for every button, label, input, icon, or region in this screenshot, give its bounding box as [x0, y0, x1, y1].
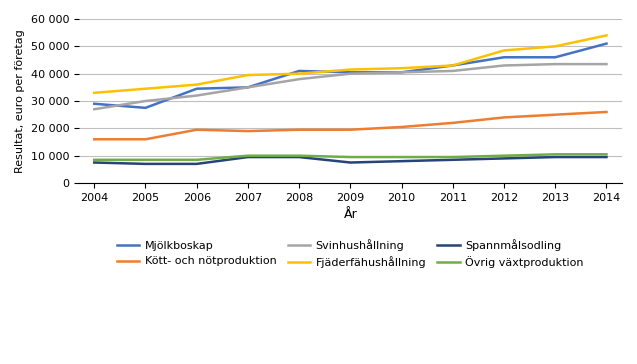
Övrig växtproduktion: [193, 158, 201, 162]
Mjölkboskap: [141, 106, 149, 110]
Mjölkboskap: [397, 70, 405, 75]
Svinhushållning: [141, 99, 149, 103]
Spannmålsodling: [397, 159, 405, 163]
Fjäderfähushållning: [90, 91, 98, 95]
Övrig växtproduktion: [552, 152, 559, 157]
Kött- och nötproduktion: [141, 137, 149, 142]
Spannmålsodling: [552, 155, 559, 159]
Svinhushållning: [500, 63, 508, 68]
Kött- och nötproduktion: [552, 112, 559, 117]
Mjölkboskap: [296, 69, 303, 73]
Svinhushållning: [552, 62, 559, 66]
Legend: Mjölkboskap, Kött- och nötproduktion, Svinhushållning, Fjäderfähushållning, Span: Mjölkboskap, Kött- och nötproduktion, Sv…: [113, 234, 588, 273]
Fjäderfähushållning: [552, 44, 559, 48]
Svinhushållning: [397, 70, 405, 75]
X-axis label: År: År: [343, 208, 357, 221]
Kött- och nötproduktion: [500, 115, 508, 120]
Svinhushållning: [603, 62, 610, 66]
Kött- och nötproduktion: [244, 129, 252, 133]
Line: Övrig växtproduktion: Övrig växtproduktion: [94, 154, 606, 160]
Kött- och nötproduktion: [603, 110, 610, 114]
Spannmålsodling: [90, 160, 98, 165]
Fjäderfähushållning: [449, 63, 457, 68]
Kött- och nötproduktion: [347, 127, 354, 132]
Line: Svinhushållning: Svinhushållning: [94, 64, 606, 109]
Line: Kött- och nötproduktion: Kött- och nötproduktion: [94, 112, 606, 139]
Svinhushållning: [90, 107, 98, 111]
Line: Fjäderfähushållning: Fjäderfähushållning: [94, 35, 606, 93]
Fjäderfähushållning: [141, 87, 149, 91]
Övrig växtproduktion: [397, 155, 405, 159]
Spannmålsodling: [603, 155, 610, 159]
Spannmålsodling: [500, 156, 508, 161]
Svinhushållning: [347, 71, 354, 76]
Övrig växtproduktion: [347, 155, 354, 159]
Mjölkboskap: [449, 63, 457, 68]
Mjölkboskap: [244, 85, 252, 90]
Svinhushållning: [449, 69, 457, 73]
Fjäderfähushållning: [397, 66, 405, 70]
Övrig växtproduktion: [90, 158, 98, 162]
Spannmålsodling: [347, 160, 354, 165]
Övrig växtproduktion: [603, 152, 610, 157]
Kött- och nötproduktion: [193, 127, 201, 132]
Kött- och nötproduktion: [296, 127, 303, 132]
Fjäderfähushållning: [244, 73, 252, 77]
Fjäderfähushållning: [347, 67, 354, 72]
Svinhushållning: [193, 93, 201, 98]
Mjölkboskap: [500, 55, 508, 59]
Spannmålsodling: [449, 158, 457, 162]
Line: Mjölkboskap: Mjölkboskap: [94, 44, 606, 108]
Övrig växtproduktion: [244, 154, 252, 158]
Mjölkboskap: [552, 55, 559, 59]
Spannmålsodling: [193, 162, 201, 166]
Svinhushållning: [296, 77, 303, 81]
Fjäderfähushållning: [193, 82, 201, 87]
Fjäderfähushållning: [500, 48, 508, 53]
Kött- och nötproduktion: [397, 125, 405, 129]
Fjäderfähushållning: [296, 71, 303, 76]
Mjölkboskap: [193, 87, 201, 91]
Mjölkboskap: [347, 70, 354, 75]
Fjäderfähushållning: [603, 33, 610, 37]
Övrig växtproduktion: [449, 155, 457, 159]
Mjölkboskap: [603, 41, 610, 46]
Övrig växtproduktion: [500, 154, 508, 158]
Svinhushållning: [244, 85, 252, 90]
Kött- och nötproduktion: [90, 137, 98, 142]
Kött- och nötproduktion: [449, 121, 457, 125]
Spannmålsodling: [141, 162, 149, 166]
Line: Spannmålsodling: Spannmålsodling: [94, 157, 606, 164]
Spannmålsodling: [296, 155, 303, 159]
Y-axis label: Resultat, euro per företag: Resultat, euro per företag: [15, 29, 25, 173]
Mjölkboskap: [90, 102, 98, 106]
Spannmålsodling: [244, 155, 252, 159]
Övrig växtproduktion: [296, 154, 303, 158]
Övrig växtproduktion: [141, 158, 149, 162]
